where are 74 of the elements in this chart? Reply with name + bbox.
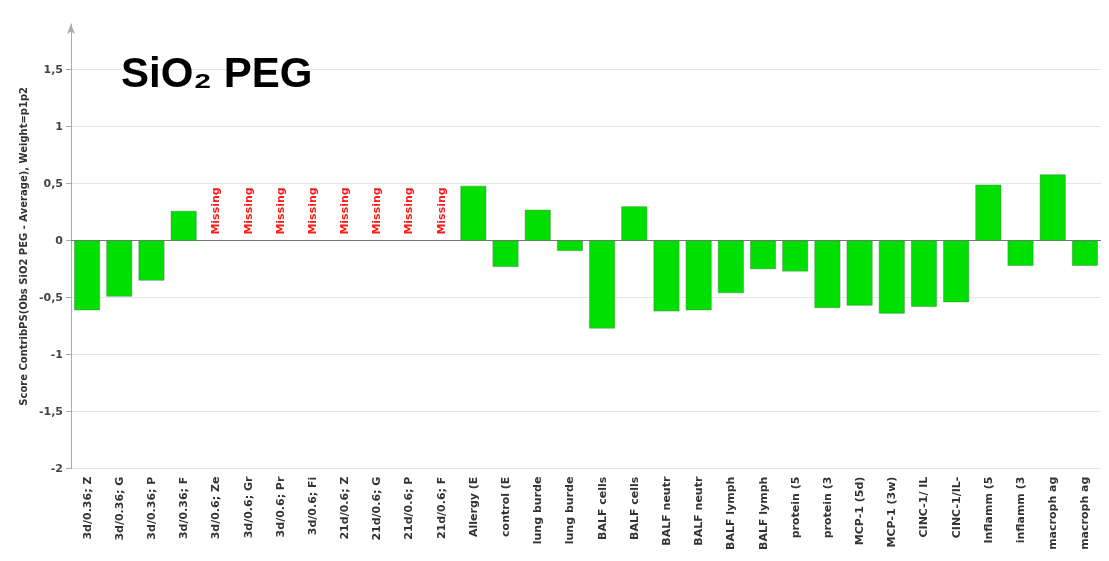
bar (878, 240, 905, 314)
bar (1072, 240, 1098, 266)
x-tick-label: protein (3 (820, 476, 834, 539)
bar (685, 240, 712, 311)
bar (653, 240, 680, 312)
bar (717, 240, 744, 294)
x-tick-label: 3d/0.6; Fi (305, 476, 319, 536)
x-tick-label: 21d/0.6; G (370, 476, 384, 541)
text: Missing (370, 187, 384, 235)
y-tick-label: 1,5 (43, 63, 63, 77)
x-tick-label: BALF lymph (756, 476, 770, 550)
x-tick-label: protein (5 (788, 476, 802, 539)
bar (460, 185, 487, 241)
text: Missing (402, 187, 416, 235)
y-tick-label: 0 (55, 234, 64, 248)
y-axis-title: Score ContribPS(Obs SiO2 PEG - Average), Weight=p1p2 (17, 86, 29, 406)
x-tick-label: CINC-1/ IL (917, 476, 931, 538)
x-tick-label: lung burde (563, 476, 577, 545)
x-tick-label: lung burde (531, 476, 545, 545)
x-tick-label: BALF neutr (659, 476, 673, 546)
text: Missing (241, 187, 255, 235)
bar (782, 240, 809, 272)
x-tick-label: BALF neutr (692, 476, 706, 546)
bar (1007, 240, 1034, 266)
bar (1039, 174, 1066, 241)
x-tick-label: 3d/0.36; G (112, 476, 126, 541)
x-tick-label: 3d/0.36; Z (80, 476, 94, 540)
x-tick-label: BALF cells (627, 476, 641, 540)
x-tick-label: macroph ag (1046, 476, 1060, 550)
bar (170, 210, 197, 241)
y-tick-label: -1 (50, 348, 63, 362)
y-tick-label: -0,5 (38, 291, 63, 305)
x-tick-label: BALF cells (595, 476, 609, 540)
x-tick-label: 3d/0.6; Ze (209, 476, 223, 540)
text: Missing (209, 187, 223, 235)
bar (846, 240, 873, 306)
x-tick-label: MCP-1 (5d) (853, 476, 867, 546)
bar (814, 240, 841, 308)
bar (750, 240, 776, 270)
text: Missing (338, 187, 352, 235)
text: SiO₂ PEG (121, 48, 313, 96)
x-tick-label: 3d/0.6; Pr (273, 476, 287, 538)
text: Missing (305, 187, 319, 235)
bar (943, 240, 970, 303)
bar (911, 240, 937, 307)
bar (492, 240, 519, 267)
x-tick-label: 3d/0.6; Gr (241, 476, 255, 539)
y-tick-label: -2 (50, 462, 63, 476)
x-tick-label: MCP-1 (3w) (885, 476, 899, 548)
y-tick-label: 1 (55, 120, 63, 134)
x-tick-label: 3d/0.36; F (177, 476, 191, 540)
text: Missing (434, 187, 448, 235)
bar (106, 240, 133, 297)
bar (138, 240, 165, 281)
y-tick-label: -1,5 (38, 405, 63, 419)
x-tick-label: macroph ag (1078, 476, 1092, 550)
y-tick-label: 0,5 (43, 177, 63, 191)
bar (589, 240, 615, 329)
x-tick-label: inflamm (3 (1014, 476, 1028, 544)
text: Missing (273, 187, 287, 235)
x-tick-label: CINC-1/IL- (949, 476, 963, 539)
x-tick-label: Allergy (E (466, 476, 480, 537)
bar (975, 184, 1002, 241)
bar (524, 209, 551, 241)
bar (74, 240, 100, 311)
x-tick-label: Inflamm (5 (981, 476, 995, 544)
x-tick-label: 21d/0.6; P (402, 476, 416, 540)
bar (557, 240, 583, 251)
bar (621, 206, 648, 241)
x-tick-label: 21d/0.6; Z (338, 476, 352, 540)
x-tick-label: BALF lymph (724, 476, 738, 550)
x-tick-label: control (E (499, 476, 513, 537)
x-tick-label: 3d/0.36; P (144, 476, 158, 540)
x-tick-label: 21d/0.6; F (434, 476, 448, 540)
